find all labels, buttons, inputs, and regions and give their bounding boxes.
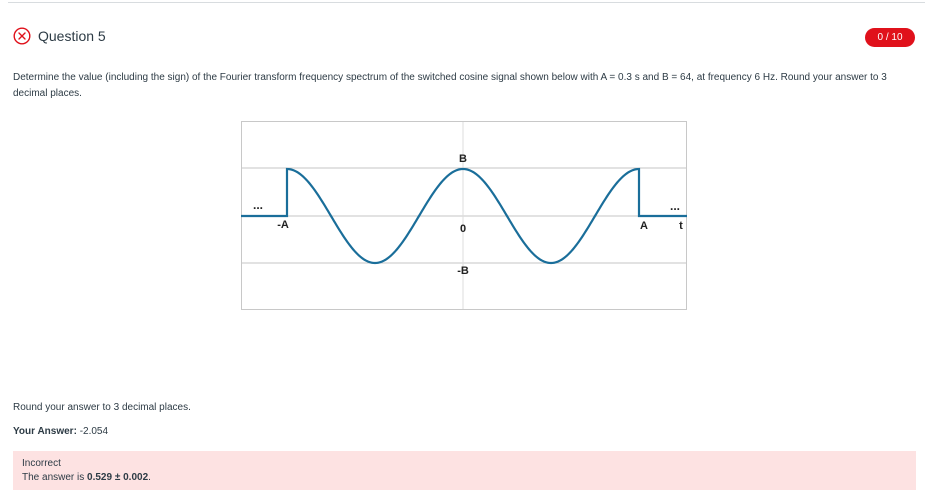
label-t: t [679, 220, 683, 232]
feedback-status: Incorrect [22, 458, 61, 469]
feedback-box: Incorrect The answer is 0.529 ± 0.002. [13, 451, 916, 490]
feedback-text-suffix: . [148, 472, 151, 483]
question-header: Question 5 [13, 27, 106, 45]
ellipsis-left: ... [253, 198, 263, 212]
signal-curve [241, 167, 687, 265]
label-neg-a: -A [277, 219, 289, 231]
feedback-text-prefix: The answer is [22, 472, 85, 483]
incorrect-icon [13, 27, 31, 45]
your-answer-value: -2.054 [79, 426, 109, 437]
label-b: B [459, 153, 467, 165]
label-neg-b: -B [457, 265, 469, 277]
question-title: Question 5 [38, 28, 106, 44]
top-divider [8, 2, 925, 3]
ellipsis-right: ... [670, 199, 680, 213]
correct-answer-value: 0.529 ± 0.002 [87, 472, 149, 483]
round-note: Round your answer to 3 decimal places. [13, 402, 191, 413]
label-zero: 0 [460, 223, 466, 235]
your-answer: Your Answer: -2.054 [13, 426, 108, 437]
label-a: A [640, 220, 648, 232]
your-answer-label: Your Answer: [13, 426, 77, 437]
question-prompt: Determine the value (including the sign)… [13, 72, 887, 99]
score-badge: 0 / 10 [865, 28, 915, 47]
signal-figure: B 0 -B -A A t ... ... [241, 121, 687, 310]
